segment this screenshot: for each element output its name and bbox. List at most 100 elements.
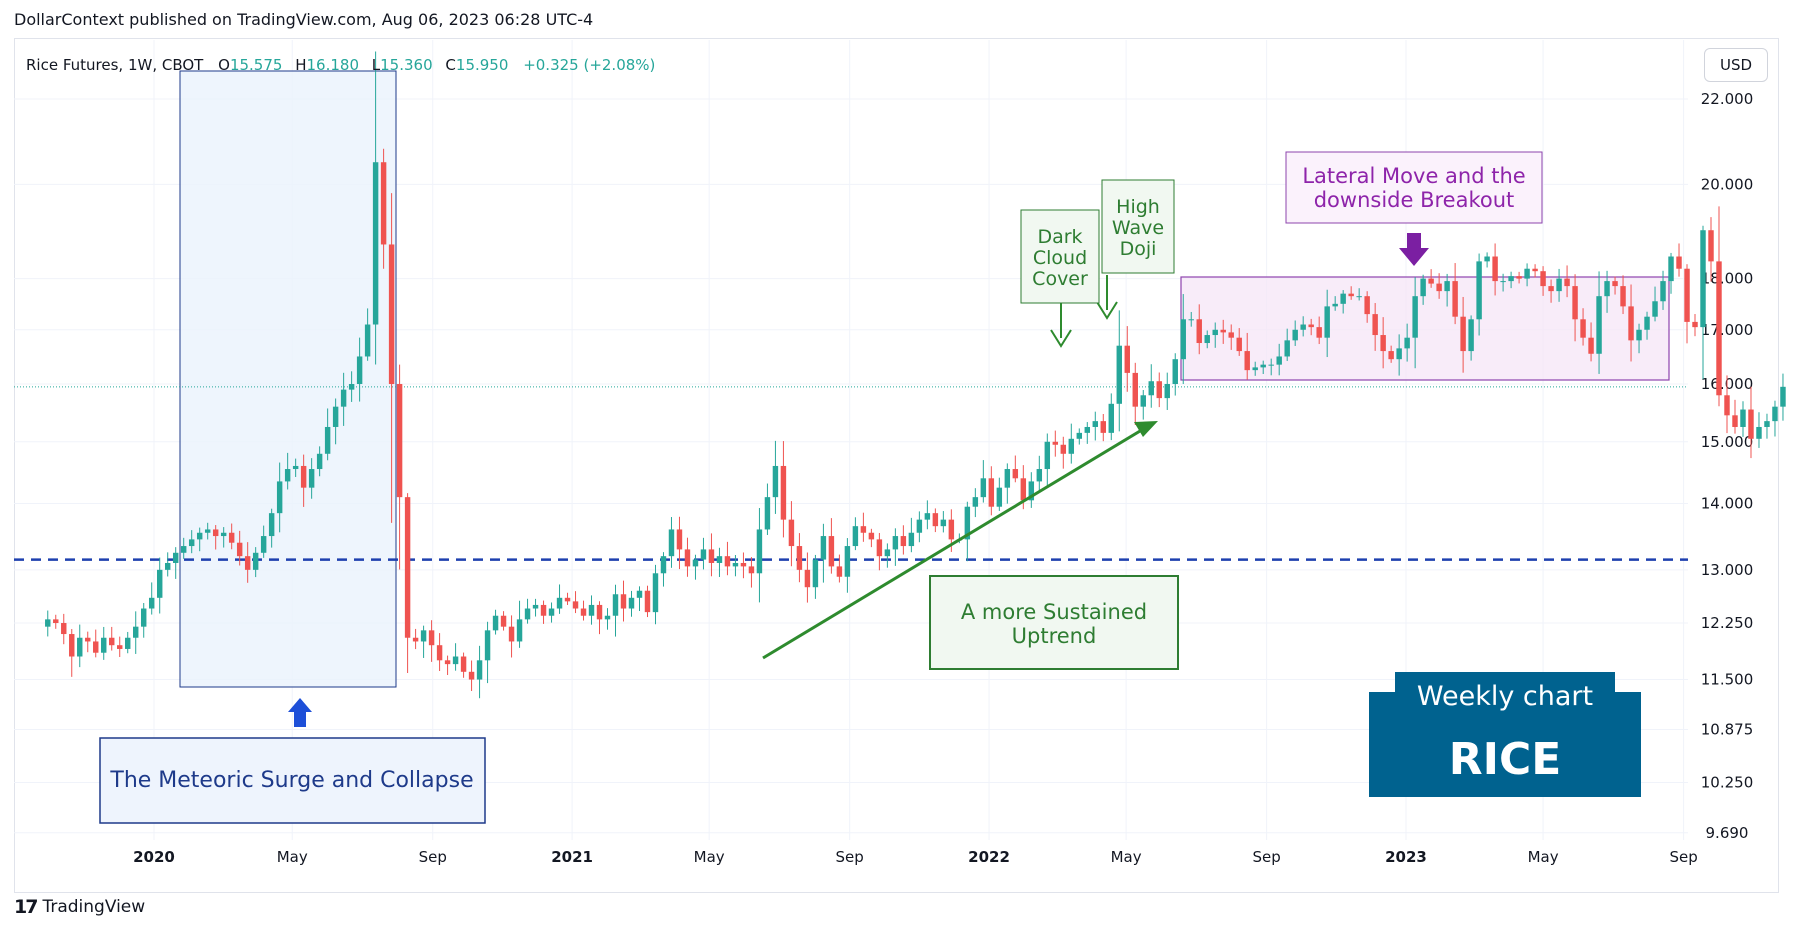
candle-down — [1620, 286, 1626, 307]
candle-down — [1244, 351, 1250, 371]
legend-low: 15.360 — [380, 56, 433, 74]
candle-up — [1412, 296, 1418, 338]
candle-up — [996, 487, 1003, 507]
candle-up — [1004, 469, 1011, 488]
lateral-arrow-icon — [1399, 233, 1429, 266]
y-tick-label: 17.000 — [1701, 321, 1754, 339]
candle-down — [684, 549, 691, 567]
y-tick-label: 12.250 — [1701, 614, 1754, 632]
candle-up — [1292, 329, 1298, 341]
candle-up — [1340, 293, 1346, 304]
candle-down — [244, 556, 251, 570]
candle-up — [332, 406, 339, 427]
candle-up — [716, 556, 723, 563]
candle-down — [780, 465, 787, 520]
time-axis: 2020 May Sep 2021 May Sep 2022 May Sep 2023 May Sep — [133, 848, 1698, 866]
y-tick-label: 14.000 — [1701, 495, 1754, 513]
candle-down — [804, 569, 811, 588]
candle-down — [85, 637, 91, 642]
candle-up — [476, 660, 483, 680]
candle-down — [1052, 441, 1059, 445]
candle-down — [500, 615, 507, 627]
candle-down — [61, 623, 67, 635]
candle-down — [836, 566, 843, 577]
candle-up — [196, 532, 203, 540]
legend-low-label: L — [372, 56, 381, 74]
x-tick-label: Sep — [1252, 848, 1280, 866]
candle-down — [828, 536, 835, 567]
candle-down — [572, 601, 579, 609]
candle-up — [1188, 319, 1194, 321]
candle-down — [228, 532, 235, 543]
candle-down — [1684, 268, 1690, 322]
tradingview-brand[interactable]: 17 TradingView — [14, 892, 145, 922]
candle-up — [1668, 256, 1674, 282]
y-tick-label: 11.500 — [1701, 671, 1754, 689]
candle-up — [1604, 281, 1610, 297]
candle-up — [324, 426, 331, 454]
candle-up — [252, 552, 259, 570]
candle-up — [1108, 403, 1114, 433]
candle-up — [812, 559, 819, 588]
y-tick-label: 18.000 — [1701, 270, 1754, 288]
uptrend-arrow-head — [1134, 421, 1158, 437]
candle-down — [1220, 329, 1226, 333]
candle-down — [748, 566, 755, 574]
candle-up — [516, 619, 523, 642]
candle-down — [1364, 296, 1370, 315]
candle-up — [356, 356, 363, 385]
candle-down — [93, 641, 99, 653]
candle-up — [1092, 421, 1099, 427]
dark-cloud-note-line-2: Cloud — [1033, 247, 1087, 269]
candle-up — [260, 536, 267, 553]
candle-down — [796, 546, 803, 570]
candle-up — [1444, 281, 1450, 292]
candle-up — [732, 562, 739, 567]
candle-down — [69, 634, 75, 657]
candle-up — [700, 549, 707, 560]
candle-up — [1276, 356, 1282, 365]
y-tick-label: 13.000 — [1701, 561, 1754, 579]
candle-down — [1348, 293, 1354, 297]
candle-up — [964, 506, 971, 540]
candle-up — [1644, 316, 1650, 330]
candle-up — [180, 546, 187, 553]
candle-up — [1756, 426, 1762, 439]
candlestick-series — [45, 51, 1786, 699]
candle-down — [1588, 337, 1594, 354]
candle-down — [1196, 319, 1202, 344]
currency-button[interactable]: USD — [1704, 48, 1768, 82]
candle-up — [1764, 421, 1770, 427]
candle-up — [348, 384, 355, 390]
candle-up — [156, 569, 163, 598]
candle-up — [284, 469, 291, 482]
candle-up — [1484, 256, 1490, 262]
candle-up — [268, 513, 275, 537]
chart-frame — [14, 38, 1779, 893]
legend-open: 15.575 — [230, 56, 283, 74]
candle-up — [125, 637, 131, 649]
legend-close-label: C — [445, 56, 455, 74]
candle-down — [1692, 321, 1698, 328]
publish-header: DollarContext published on TradingView.c… — [14, 10, 594, 29]
candle-down — [1716, 261, 1722, 396]
candle-up — [1284, 340, 1290, 357]
candle-up — [940, 519, 947, 527]
candle-up — [884, 549, 891, 557]
candle-up — [372, 162, 379, 325]
candle-up — [1036, 469, 1043, 482]
candle-down — [1724, 395, 1730, 416]
lateral-note-line-2: downside Breakout — [1314, 188, 1515, 212]
candle-up — [1140, 395, 1146, 407]
legend-symbol: Rice Futures, 1W, CBOT — [26, 56, 204, 74]
tradingview-logo-icon: 17 — [14, 896, 38, 918]
candle-up — [204, 529, 211, 533]
candle-up — [532, 604, 539, 609]
candle-up — [524, 608, 531, 620]
candle-down — [212, 529, 219, 537]
sustained-note-line-1: A more Sustained — [961, 600, 1147, 624]
candle-up — [1780, 386, 1786, 407]
lateral-note-box — [1285, 151, 1543, 224]
tradingview-brand-text: TradingView — [42, 897, 146, 917]
